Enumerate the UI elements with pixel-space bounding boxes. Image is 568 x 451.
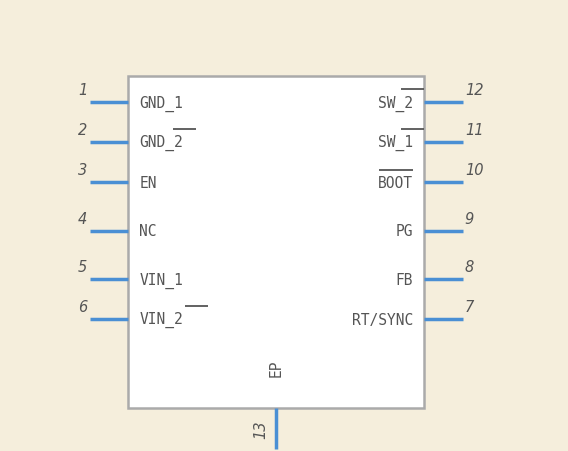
Text: SW_1: SW_1 (378, 135, 413, 151)
Text: VIN_1: VIN_1 (139, 272, 183, 288)
Text: 13: 13 (253, 419, 268, 437)
Text: 9: 9 (465, 211, 474, 226)
Text: 1: 1 (78, 83, 87, 98)
Text: 12: 12 (465, 83, 483, 98)
Text: FB: FB (395, 272, 413, 287)
Text: SW_2: SW_2 (378, 95, 413, 111)
Text: NC: NC (139, 224, 157, 239)
Text: 10: 10 (465, 162, 483, 177)
Text: 4: 4 (78, 211, 87, 226)
Text: GND_1: GND_1 (139, 95, 183, 111)
Text: 11: 11 (465, 123, 483, 138)
Text: GND_2: GND_2 (139, 135, 183, 151)
Text: EP: EP (269, 359, 283, 376)
Text: 7: 7 (465, 299, 474, 314)
Text: 6: 6 (78, 299, 87, 314)
Text: 8: 8 (465, 259, 474, 275)
Text: 5: 5 (78, 259, 87, 275)
Text: 3: 3 (78, 162, 87, 177)
Text: BOOT: BOOT (378, 175, 413, 190)
Text: RT/SYNC: RT/SYNC (352, 312, 413, 327)
Bar (128, 77, 424, 408)
Text: PG: PG (395, 224, 413, 239)
Text: 2: 2 (78, 123, 87, 138)
Text: VIN_2: VIN_2 (139, 312, 183, 328)
Text: EN: EN (139, 175, 157, 190)
